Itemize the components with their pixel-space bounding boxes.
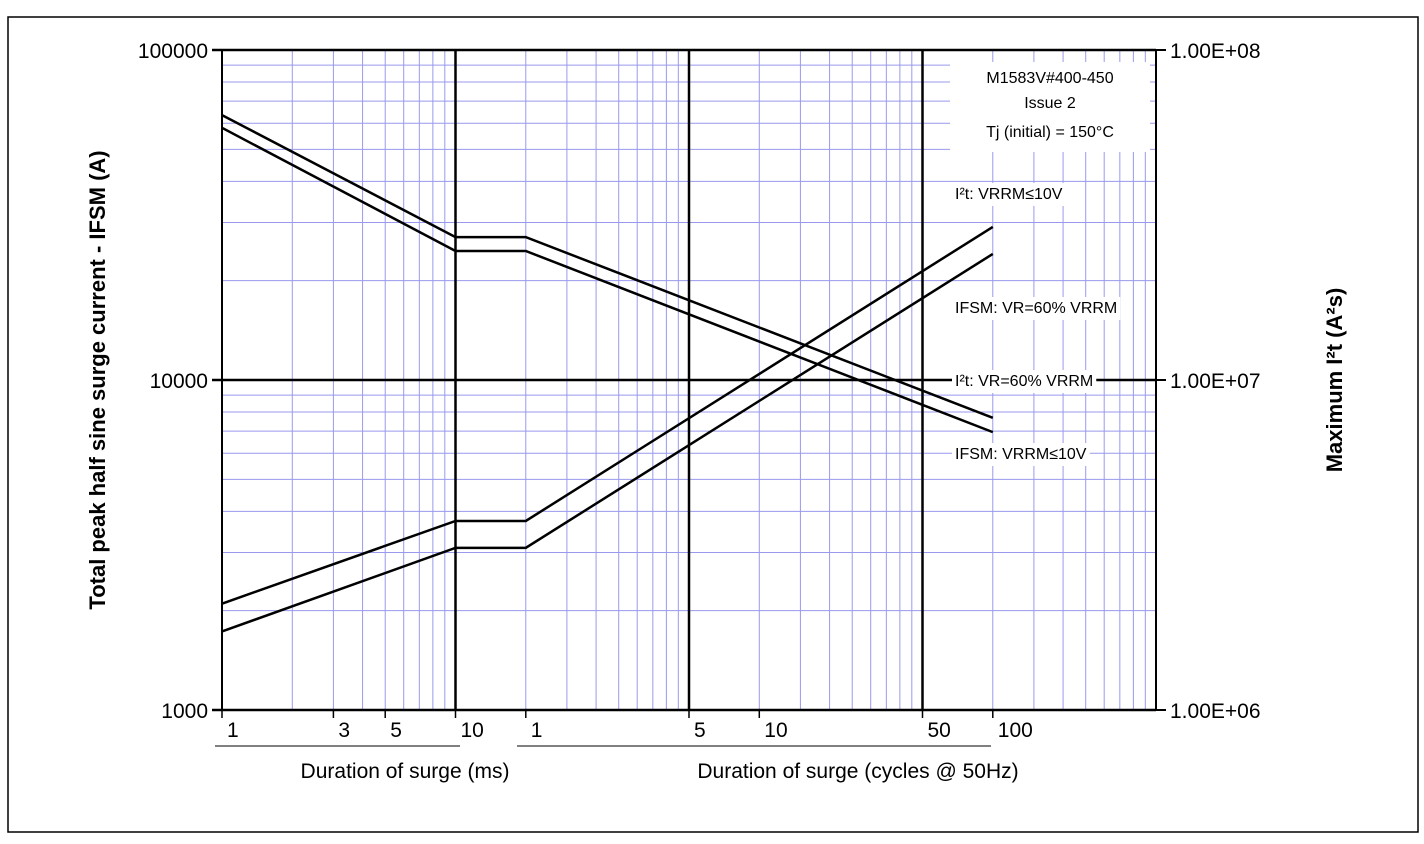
series-label: IFSM: VRRM≤10V xyxy=(955,446,1087,463)
marks: I²t: VRRM≤10V IFSM: VR=60% VRRM I²t: VR=60… xyxy=(221,113,1121,633)
y-axis-label: Total peak half sine surge current - IFS… xyxy=(85,150,110,609)
series-label: I²t: VRRM≤10V xyxy=(955,186,1063,203)
grid xyxy=(212,48,1166,718)
annotation: Issue 2 xyxy=(1024,95,1076,112)
series-line xyxy=(221,252,994,633)
y-tick-label: 10000 xyxy=(150,370,208,393)
series-line xyxy=(221,126,994,434)
y2-axis-label: Maximum I²t (A²s) xyxy=(1322,288,1347,473)
y-tick-label: 100000 xyxy=(138,40,208,63)
x-tick-label: 100 xyxy=(998,719,1033,742)
annotation: M1583V#400-450 xyxy=(986,70,1113,87)
series-label-bg xyxy=(952,443,1090,466)
frame xyxy=(7,16,1419,833)
x-tick-label: 1 xyxy=(531,719,543,742)
y2-tick-label: 1.00E+06 xyxy=(1170,700,1261,723)
series-label-bg xyxy=(952,183,1066,206)
x-tick-label: 10 xyxy=(461,719,484,742)
x-tick-label: 10 xyxy=(764,719,787,742)
series-label-bg xyxy=(952,370,1097,393)
x-axis-label: Duration of surge (ms) xyxy=(301,760,510,783)
series-label: I²t: VR=60% VRRM xyxy=(955,373,1093,390)
x-axis-label: Duration of surge (cycles @ 50Hz) xyxy=(697,760,1018,783)
x-tick-label: 5 xyxy=(390,719,402,742)
y-tick-label: 1000 xyxy=(161,700,208,723)
annotation-box xyxy=(950,62,1150,152)
series-label-bg xyxy=(952,297,1121,320)
x-tick-label: 3 xyxy=(338,719,350,742)
y2-tick-label: 1.00E+08 xyxy=(1170,40,1261,63)
y2-tick-label: 1.00E+07 xyxy=(1170,370,1261,393)
x-tick-label: 50 xyxy=(928,719,951,742)
x-tick-label: 1 xyxy=(227,719,239,742)
series-label: IFSM: VR=60% VRRM xyxy=(955,300,1117,317)
series-line xyxy=(221,113,994,419)
annotation: Tj (initial) = 150°C xyxy=(986,124,1114,141)
series-line xyxy=(221,225,994,605)
x-tick-label: 5 xyxy=(694,719,706,742)
